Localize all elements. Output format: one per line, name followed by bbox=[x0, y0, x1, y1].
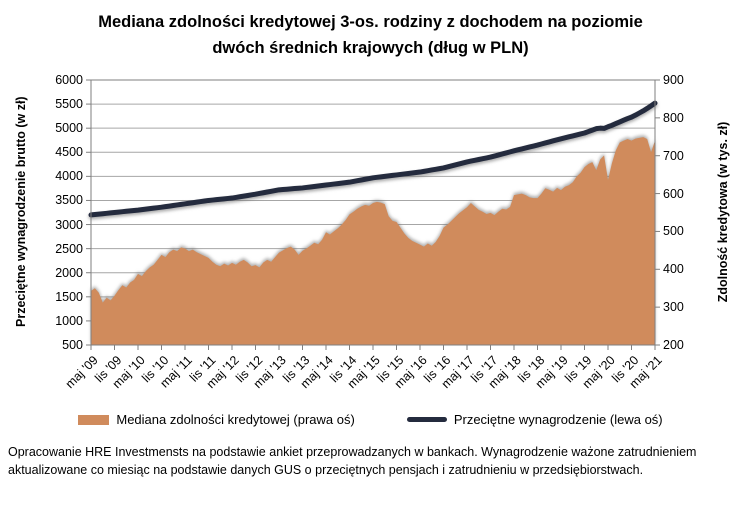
left-axis-tick: 3000 bbox=[55, 217, 83, 232]
left-axis-tick: 4000 bbox=[55, 169, 83, 184]
right-axis-tick: 700 bbox=[663, 148, 684, 163]
plot-area bbox=[86, 79, 660, 350]
left-axis-tick: 2000 bbox=[55, 265, 83, 280]
legend-label-area: Mediana zdolności kredytowej (prawa oś) bbox=[116, 412, 355, 427]
chart-svg bbox=[86, 79, 660, 350]
x-axis-tick-labels: maj '09 lis '09 maj '10 lis '10 maj '11 lis '… bbox=[0, 345, 741, 407]
line-swatch-icon bbox=[406, 417, 447, 422]
legend-item-area: Mediana zdolności kredytowej (prawa oś) bbox=[78, 412, 355, 427]
wage-line-series bbox=[88, 100, 658, 218]
right-axis-tick: 200 bbox=[663, 338, 684, 352]
source-footnote: Opracowanie HRE Investmensts na podstawi… bbox=[8, 445, 697, 477]
right-axis-tick: 600 bbox=[663, 186, 684, 201]
right-axis-tick-labels: 900 800 700 600 500 400 300 200 bbox=[663, 73, 741, 352]
left-axis-tick: 2500 bbox=[55, 241, 83, 256]
left-axis-tick: 500 bbox=[62, 338, 83, 352]
right-axis-tick: 800 bbox=[663, 110, 684, 125]
legend-item-line: Przeciętne wynagrodzenie (lewa oś) bbox=[406, 412, 663, 427]
left-axis-tick: 5000 bbox=[55, 121, 83, 136]
chart-title-line1: Mediana zdolności kredytowej 3-os. rodzi… bbox=[98, 13, 643, 31]
right-axis-tick: 400 bbox=[663, 262, 684, 277]
area-swatch-icon bbox=[78, 414, 110, 425]
left-axis-tick: 6000 bbox=[55, 73, 83, 87]
left-axis-tick: 3500 bbox=[55, 193, 83, 208]
left-axis-tick-labels: 6000 5500 5000 4500 4000 3500 3000 2500 2000 1500… bbox=[0, 73, 83, 352]
right-axis-tick: 300 bbox=[663, 300, 684, 315]
left-axis-tick: 1000 bbox=[55, 313, 83, 328]
left-axis-tick: 4500 bbox=[55, 145, 83, 160]
right-axis-tick: 900 bbox=[663, 73, 684, 87]
chart-title: Mediana zdolności kredytowej 3-os. rodzi… bbox=[0, 10, 741, 61]
right-axis-tick: 500 bbox=[663, 224, 684, 239]
left-axis-tick: 5500 bbox=[55, 97, 83, 112]
left-axis-tick: 1500 bbox=[55, 289, 83, 304]
chart-title-line2: dwóch średnich krajowych (dług w PLN) bbox=[212, 38, 529, 57]
legend: Mediana zdolności kredytowej (prawa oś) … bbox=[0, 412, 741, 427]
legend-label-line: Przeciętne wynagrodzenie (lewa oś) bbox=[453, 412, 663, 427]
creditworthiness-area-series bbox=[91, 137, 655, 345]
